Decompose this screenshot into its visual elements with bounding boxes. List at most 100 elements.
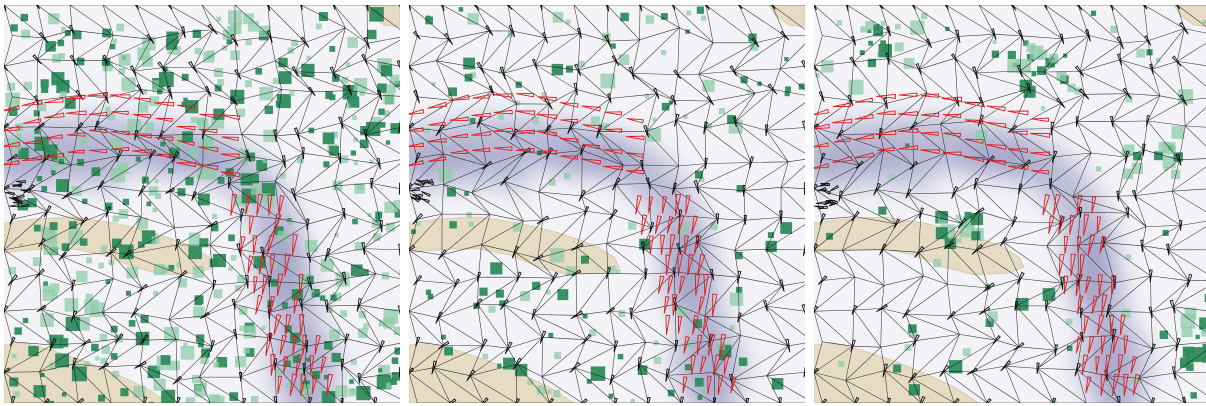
marker-square [865,21,875,31]
arrow-black [171,151,180,164]
marker-square [188,232,201,245]
arrow-black [306,252,312,263]
marker-square [1182,346,1194,358]
arrow-black [431,360,437,375]
marker-square [214,67,224,77]
arrow-black [499,66,506,80]
marker-square [1155,57,1161,63]
arrow-black [974,207,985,215]
marker-square [216,16,222,22]
marker-square [378,368,383,373]
marker-square [43,281,48,286]
arrow-red [249,215,254,235]
arrow-black [80,216,88,226]
arrow-black [845,5,849,12]
marker-square [275,368,283,376]
arrow-red [1112,335,1119,354]
mesh [4,5,400,403]
marker-square [235,285,241,291]
arrow-black [770,5,776,10]
arrow-black [581,333,592,345]
marker-square [235,356,247,368]
arrow-black [94,120,100,131]
arrow-red [942,96,962,102]
marker-square [86,257,93,264]
marker-square [798,83,805,90]
marker-square [100,245,108,253]
arrow-black [504,341,513,355]
marker-square [292,355,301,363]
arrow-red [131,149,153,154]
marker-square [112,238,122,248]
arrow-red [22,155,43,162]
marker-square [164,327,179,342]
arrow-red [175,162,197,167]
arrow-black [986,398,992,403]
marker-square [705,122,712,130]
marker-square [1125,254,1132,260]
arrow-black [80,338,91,347]
arrow-black [506,5,513,10]
marker-square [49,165,55,171]
marker-square [154,178,159,183]
arrows-red [4,91,334,397]
marker-square [169,147,180,158]
arrow-black [266,5,271,11]
arrow-red [921,131,939,136]
arrow-black [267,305,272,320]
arrow-red [625,135,645,141]
arrow-red [428,121,446,126]
arrow-red [666,216,674,234]
arrow-black [97,180,105,191]
marker-square [515,100,521,106]
marker-square [213,361,219,368]
arrow-black [34,122,45,131]
marker-square [867,28,872,33]
arrow-black [1080,307,1084,318]
marker-square [50,170,56,175]
arrow-black [733,116,737,127]
arrow-red [1052,193,1061,216]
arrow-red [875,130,897,136]
arrow-black [167,5,173,10]
marker-square [291,262,297,267]
marker-square [1090,10,1097,16]
arrow-red [450,133,469,138]
marker-square [49,362,57,370]
marker-square [488,305,496,313]
marker-square [836,20,843,26]
arrow-red [876,93,897,99]
marker-square [105,106,111,112]
arrow-black [836,129,844,140]
marker-square [68,221,77,230]
arrow-red [814,108,830,116]
arrow-black [704,157,708,170]
marker-square [201,348,210,358]
marker-square [108,259,115,266]
marker-square [118,53,131,66]
arrow-black [1020,159,1031,170]
marker-square [190,116,198,124]
marker-square [306,357,311,362]
arrow-red [730,376,737,394]
arrow-black [268,275,272,288]
arrow-black [35,268,45,279]
arrow-black [58,251,67,261]
marker-square [315,23,322,30]
arrow-black [418,179,429,183]
marker-square [200,355,209,364]
arrow-black [1175,5,1181,10]
arrow-black [1018,183,1023,195]
arrow-red [897,111,919,116]
arrow-red [696,334,703,356]
arrow-red [582,144,600,150]
marker-square [228,234,235,242]
arrow-red [559,137,579,143]
arrow-red [1101,335,1106,355]
arrow-black [780,30,790,41]
arrow-red [87,91,109,97]
marker-square [971,231,981,241]
marker-square [548,332,554,338]
arrows-red [409,92,737,395]
density-core-south [1067,225,1111,315]
